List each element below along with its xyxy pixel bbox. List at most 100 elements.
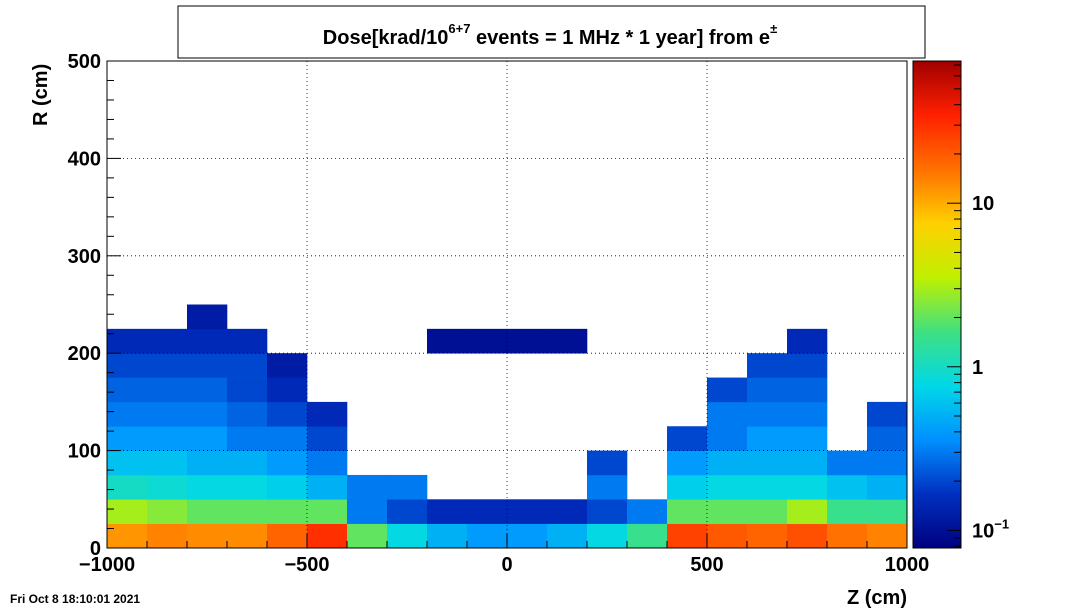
heatmap-cell: [147, 328, 188, 354]
heatmap-cell: [747, 450, 788, 476]
heatmap-cell: [227, 499, 268, 524]
heatmap-cell: [707, 499, 748, 524]
chart-title: Dose[krad/106+7 events = 1 MHz * 1 year]…: [323, 21, 777, 49]
heatmap-cell: [467, 499, 508, 524]
heatmap-cell: [107, 474, 148, 500]
heatmap-cell: [667, 426, 708, 451]
heatmap-cell: [107, 450, 148, 476]
colorbar: [912, 60, 962, 549]
heatmap-cell: [587, 474, 628, 500]
heatmap-cell: [547, 328, 588, 354]
colorbar-tick-label: 10: [972, 193, 994, 215]
y-tick-label: 0: [90, 538, 101, 560]
heatmap-cell: [507, 523, 548, 549]
heatmap-cell: [667, 474, 708, 500]
heatmap-cell: [227, 450, 268, 476]
x-tick-label: −1000: [79, 554, 135, 576]
heatmap-cell: [867, 474, 908, 500]
heatmap-cell: [387, 523, 428, 549]
heatmap-cell: [307, 474, 348, 500]
y-axis-label: R (cm): [30, 64, 52, 126]
heatmap-cell: [427, 328, 468, 354]
heatmap-cell: [227, 401, 268, 427]
heatmap-cell: [747, 523, 788, 549]
heatmap-cell: [667, 523, 708, 549]
heatmap-cell: [347, 499, 388, 524]
heatmap-cell: [747, 499, 788, 524]
x-tick-label: 1000: [885, 554, 930, 576]
heatmap-cell: [787, 450, 828, 476]
heatmap-cell: [707, 426, 748, 451]
heatmap-cell: [787, 523, 828, 549]
heatmap-cell: [187, 426, 228, 451]
x-tick-label: 0: [501, 554, 512, 576]
heatmap-cell: [187, 499, 228, 524]
heatmap-cell: [187, 401, 228, 427]
heatmap-cell: [587, 450, 628, 476]
heatmap-cell: [227, 328, 268, 354]
heatmap-cell: [227, 523, 268, 549]
title-part: 6+7: [448, 21, 470, 36]
heatmap-cell: [307, 523, 348, 549]
heatmap-cell: [787, 377, 828, 403]
heatmap-cell: [187, 474, 228, 500]
colorbar-tick-exponent: −1: [994, 516, 1009, 531]
heatmap-cell: [467, 328, 508, 354]
heatmap-cell: [427, 523, 468, 549]
heatmap-cell: [227, 377, 268, 403]
heatmap-cell: [187, 377, 228, 403]
heatmap-cell: [787, 353, 828, 378]
heatmap-cell: [627, 499, 668, 524]
heatmap-cell: [787, 474, 828, 500]
heatmap-cell: [707, 377, 748, 403]
heatmap-cell: [587, 499, 628, 524]
title-part: events = 1 MHz * 1 year] from e: [470, 27, 770, 49]
heatmap-cell: [147, 377, 188, 403]
heatmap-cell: [307, 401, 348, 427]
heatmap-cell: [827, 450, 868, 476]
heatmap-cell: [507, 499, 548, 524]
title-box: [177, 5, 926, 59]
heatmap-cell: [747, 353, 788, 378]
heatmap-cell: [227, 474, 268, 500]
heatmap-cell: [347, 474, 388, 500]
heatmap-cell: [227, 426, 268, 451]
heatmap-cell: [747, 377, 788, 403]
heatmap-cell: [187, 450, 228, 476]
heatmap-cell: [787, 401, 828, 427]
heatmap-cell: [147, 450, 188, 476]
heatmap-cell: [867, 450, 908, 476]
heatmap-cell: [867, 523, 908, 549]
heatmap-cell: [867, 401, 908, 427]
heatmap-cell: [547, 499, 588, 524]
heatmap-cell: [427, 499, 468, 524]
heatmap-cell: [267, 474, 308, 500]
y-tick-label: 100: [68, 441, 101, 463]
heatmap-cell: [107, 401, 148, 427]
colorbar-tick-text: 10: [972, 520, 994, 542]
heatmap-cell: [107, 328, 148, 354]
colorbar-tick-label: 10−1: [972, 516, 1009, 542]
heatmap-cell: [827, 499, 868, 524]
heatmap-cell: [267, 426, 308, 451]
heatmap-cell: [187, 328, 228, 354]
colorbar-tick-text: 1: [972, 357, 983, 379]
heatmap-cell: [667, 450, 708, 476]
heatmap-cell: [747, 426, 788, 451]
heatmap-cell: [147, 401, 188, 427]
heatmap-cell: [267, 499, 308, 524]
footer-date: Fri Oct 8 18:10:01 2021: [10, 592, 140, 606]
heatmap-cell: [267, 401, 308, 427]
heatmap-cell: [307, 426, 348, 451]
heatmap-cell: [267, 450, 308, 476]
y-tick-label: 400: [68, 148, 101, 170]
heatmap-cell: [307, 499, 348, 524]
colorbar-tick-label: 1: [972, 357, 983, 379]
heatmap-cell: [147, 499, 188, 524]
heatmap-cell: [307, 450, 348, 476]
heatmap-cell: [107, 499, 148, 524]
heatmap-cell: [787, 499, 828, 524]
title-part: Dose[krad/10: [323, 27, 449, 49]
heatmap-cell: [867, 426, 908, 451]
